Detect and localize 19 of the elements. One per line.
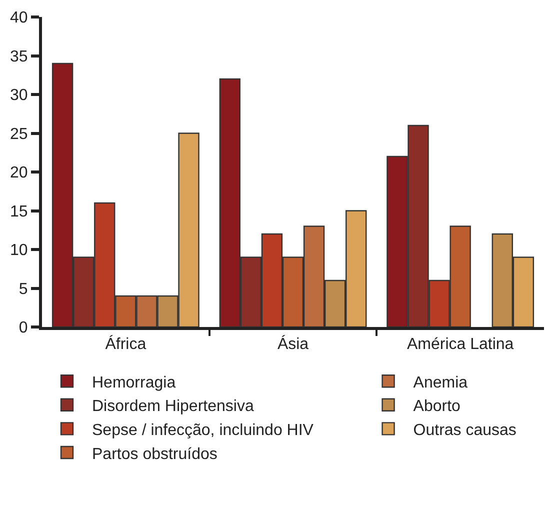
y-tick-label: 0 [18,320,28,337]
y-tick-label: 30 [10,87,28,104]
y-tick-label: 40 [10,10,28,27]
y-tick-label: 5 [18,280,28,298]
y-tick-label: 20 [10,164,28,182]
legend-label: Anemia [413,374,468,392]
legend-label: Aborto [413,398,461,416]
x-tick-label: América Latina [406,336,514,354]
legend-label: Sepse / infecção, incluindo HIV [92,422,314,439]
legend-label: Hemorragia [92,374,176,392]
legend-label: Partos obstruídos [92,446,218,463]
y-tick-label: 15 [10,203,28,220]
y-tick-label: 25 [10,126,28,143]
legend-label: Disordem Hipertensiva [92,398,254,416]
legend-label: Outras causas [413,422,516,439]
x-tick-label: África [105,335,146,354]
y-tick-label: 35 [10,48,28,66]
x-tick-label: Ásia [277,335,309,354]
y-tick-label: 10 [10,242,28,260]
